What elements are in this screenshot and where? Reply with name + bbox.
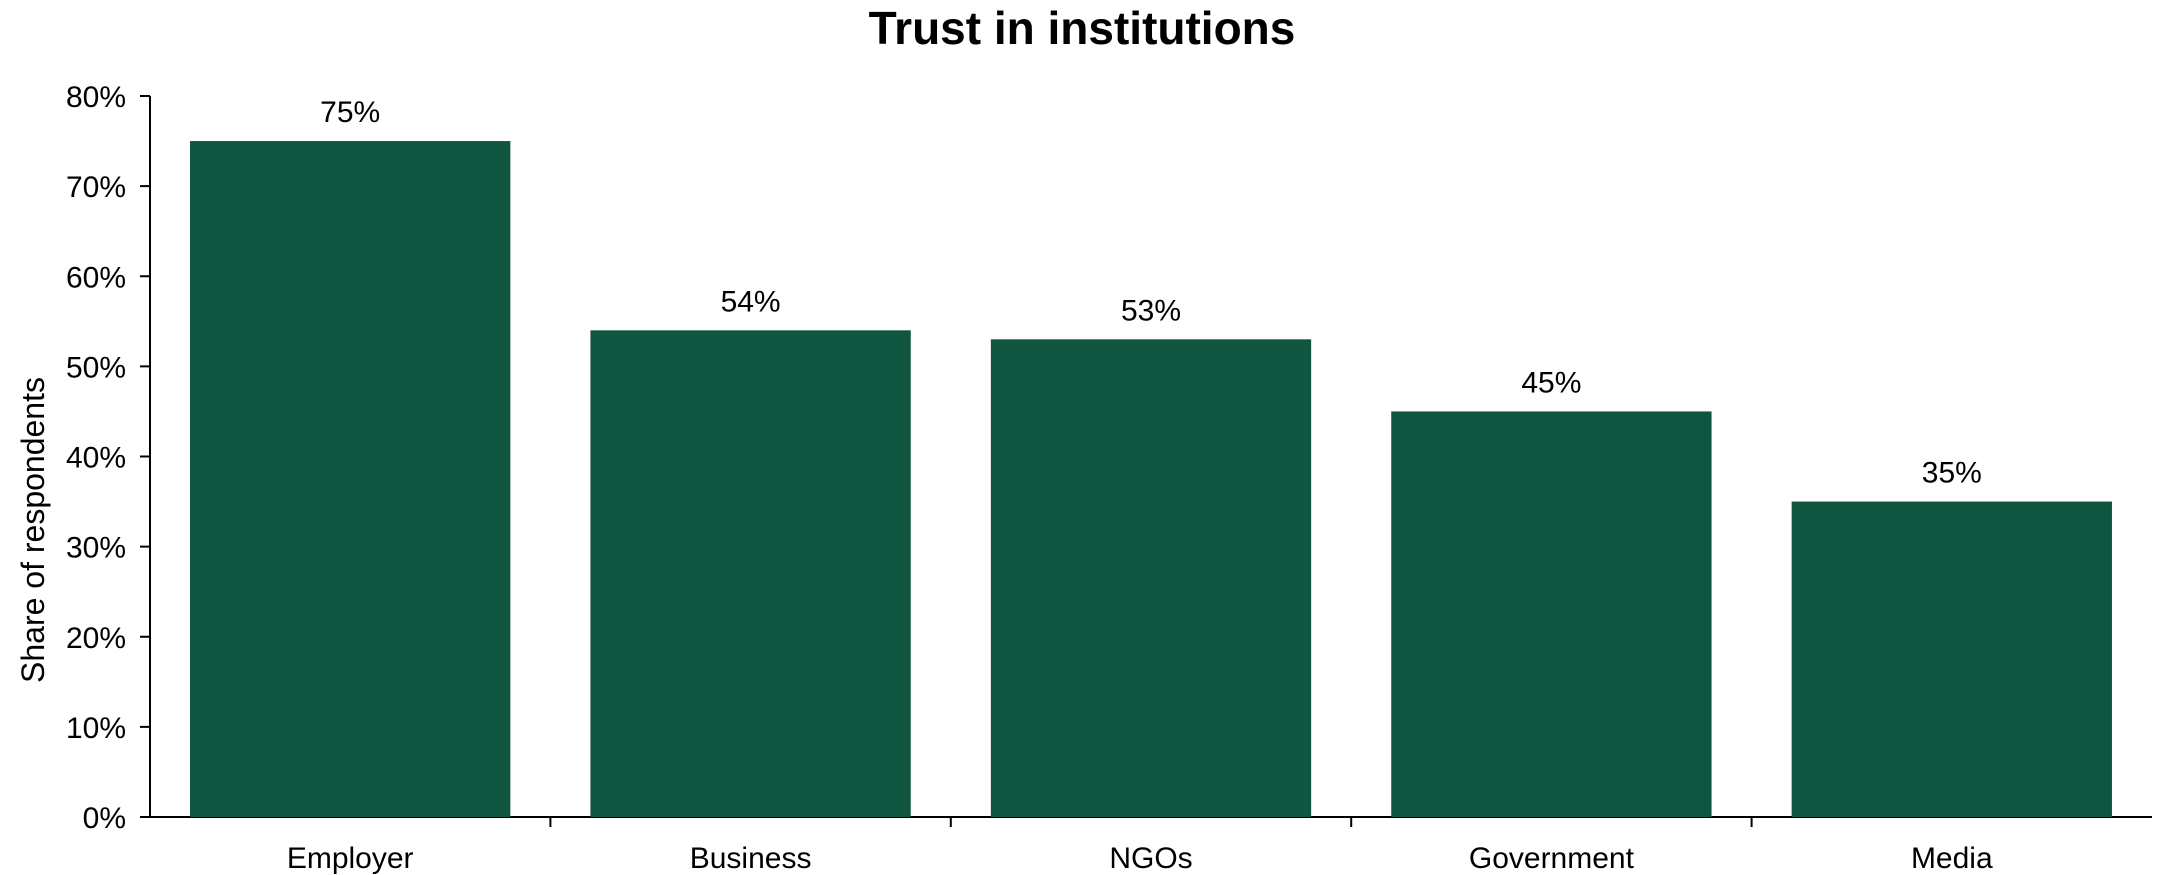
x-tick-label: Government	[1469, 842, 1635, 875]
y-tick-label: 70%	[66, 171, 126, 204]
y-tick-label: 30%	[66, 532, 126, 565]
bar	[190, 141, 511, 817]
data-label: 45%	[1521, 366, 1581, 399]
data-label: 35%	[1922, 457, 1982, 490]
x-tick-label: Media	[1911, 842, 1993, 875]
bar	[990, 339, 1312, 817]
data-label: 54%	[721, 285, 781, 318]
x-tick-label: Employer	[287, 842, 414, 875]
y-tick-label: 80%	[66, 81, 126, 114]
y-tick-label: 0%	[83, 802, 126, 835]
chart-title: Trust in institutions	[869, 2, 1296, 54]
data-label: 75%	[320, 96, 380, 129]
data-label: 53%	[1121, 294, 1181, 327]
y-axis-label: Share of respondents	[15, 377, 51, 683]
y-tick-label: 40%	[66, 442, 126, 475]
y-tick-label: 20%	[66, 622, 126, 655]
y-tick-label: 10%	[66, 712, 126, 745]
bar	[1391, 411, 1712, 817]
x-tick-label: Business	[690, 842, 812, 875]
y-tick-label: 60%	[66, 261, 126, 294]
plot-area: 0% 10% 20% 30% 40% 50% 60% 70% 80% 75% Employer 54%…	[66, 81, 2152, 875]
y-tick-label: 50%	[66, 351, 126, 384]
bar	[590, 330, 911, 817]
bar	[1791, 501, 2112, 817]
x-tick-label: NGOs	[1109, 842, 1192, 875]
